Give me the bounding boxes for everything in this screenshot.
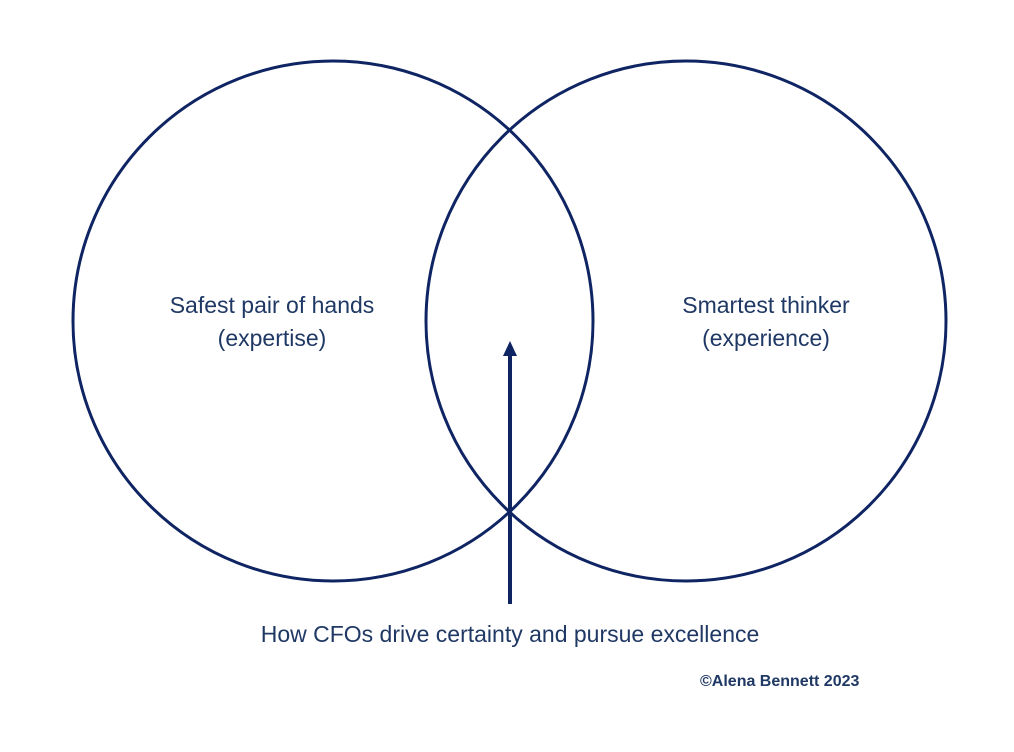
right-label-line2: (experience) — [702, 325, 830, 351]
left-label-line2: (expertise) — [217, 325, 327, 351]
left-circle — [71, 59, 595, 583]
right-label-line1: Smartest thinker — [682, 292, 850, 318]
left-label-line1: Safest pair of hands — [169, 292, 375, 318]
up-arrow — [503, 341, 517, 604]
copyright: ©Alena Bennett 2023 — [700, 673, 860, 690]
left-circle-label: Safest pair of hands (expertise) — [132, 289, 412, 355]
intersection-caption: How CFOs drive certainty and pursue exce… — [260, 621, 760, 647]
right-circle — [424, 59, 948, 583]
right-circle-label: Smartest thinker (experience) — [626, 289, 906, 355]
